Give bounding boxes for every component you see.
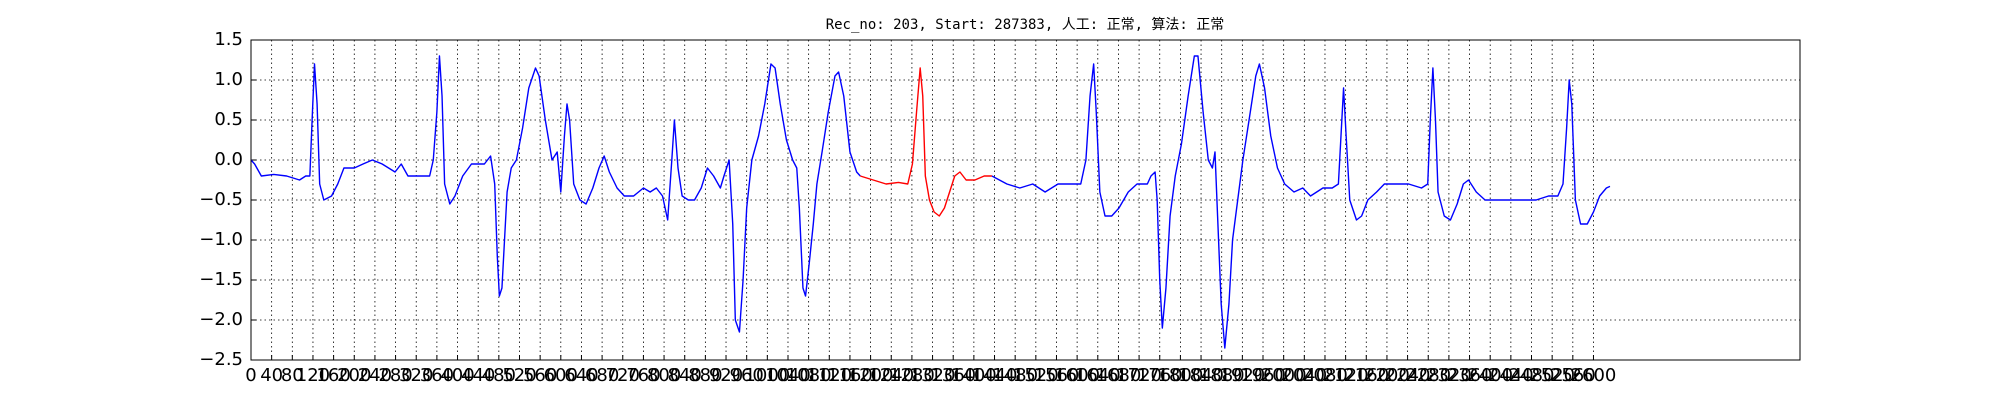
x-tick-label: 2480	[1509, 365, 1555, 386]
x-tick-label: 1440	[972, 365, 1018, 386]
y-tick-label: 1.0	[214, 69, 243, 90]
x-tick-label: 1320	[910, 365, 956, 386]
x-tick-label: 1840	[1178, 365, 1224, 386]
x-tick-label: 960	[730, 365, 764, 386]
x-tick-label: 1160	[827, 365, 873, 386]
x-tick-label: 1680	[1096, 365, 1142, 386]
plot-frame	[250, 39, 1801, 361]
x-tick-label: 2360	[1447, 365, 1493, 386]
x-tick-label: 40	[260, 365, 283, 386]
y-tick-label: −1.0	[199, 229, 243, 250]
x-tick-label: 1800	[1157, 365, 1203, 386]
x-tick-label: 840	[668, 365, 702, 386]
x-tick-label: 80	[281, 365, 304, 386]
x-tick-label: 2280	[1405, 365, 1451, 386]
x-tick-label: 2560	[1550, 365, 1596, 386]
signal-line	[991, 55, 1611, 349]
signal-line	[250, 55, 861, 333]
x-tick-label: 1600	[1054, 365, 1100, 386]
x-tick-label: 2080	[1302, 365, 1348, 386]
x-tick-label: 2240	[1385, 365, 1431, 386]
x-tick-label: 1240	[868, 365, 914, 386]
x-tick-label: 1480	[992, 365, 1038, 386]
x-tick-label: 200	[337, 365, 371, 386]
x-tick-label: 920	[709, 365, 743, 386]
x-tick-label: 560	[523, 365, 557, 386]
x-tick-label: 2600	[1571, 365, 1617, 386]
x-tick-label: 2400	[1467, 365, 1513, 386]
x-tick-label: 1560	[1034, 365, 1080, 386]
x-tick-label: 2160	[1343, 365, 1389, 386]
x-tick-label: 400	[440, 365, 474, 386]
x-tick-label: 320	[399, 365, 433, 386]
x-tick-label: 800	[647, 365, 681, 386]
x-tick-label: 440	[461, 365, 495, 386]
y-tick-label: −1.5	[199, 269, 243, 290]
x-tick-label: 680	[585, 365, 619, 386]
y-tick-label: 0.0	[214, 149, 243, 170]
signal-line	[860, 67, 992, 217]
x-tick-label: 1880	[1199, 365, 1245, 386]
x-tick-label: 640	[564, 365, 598, 386]
x-tick-label: 240	[358, 365, 392, 386]
x-tick-label: 1000	[744, 365, 790, 386]
y-tick-label: −2.5	[199, 349, 243, 370]
x-tick-label: 1640	[1075, 365, 1121, 386]
x-tick-label: 160	[316, 365, 350, 386]
x-tick-label: 2520	[1529, 365, 1575, 386]
x-tick-label: 2000	[1261, 365, 1307, 386]
x-tick-label: 520	[502, 365, 536, 386]
x-tick-label: 720	[606, 365, 640, 386]
x-tick-label: 2200	[1364, 365, 1410, 386]
x-tick-label: 480	[482, 365, 516, 386]
y-tick-label: 1.5	[214, 29, 243, 50]
x-tick-label: 1400	[951, 365, 997, 386]
x-tick-label: 2040	[1281, 365, 1327, 386]
x-tick-label: 2320	[1426, 365, 1472, 386]
x-tick-label: 1720	[1116, 365, 1162, 386]
x-tick-label: 880	[688, 365, 722, 386]
x-tick-label: 600	[544, 365, 578, 386]
chart-title: Rec_no: 203, Start: 287383, 人工: 正常, 算法: …	[826, 17, 1225, 33]
x-tick-label: 1080	[786, 365, 832, 386]
x-tick-label: 280	[378, 365, 412, 386]
x-tick-label: 1120	[806, 365, 852, 386]
x-tick-label: 1520	[1013, 365, 1059, 386]
x-tick-label: 2120	[1323, 365, 1369, 386]
x-tick-label: 1200	[848, 365, 894, 386]
x-tick-label: 1960	[1240, 365, 1286, 386]
x-tick-label: 1920	[1219, 365, 1265, 386]
y-tick-label: 0.5	[214, 109, 243, 130]
x-tick-label: 1760	[1137, 365, 1183, 386]
x-tick-label: 760	[626, 365, 660, 386]
x-tick-label: 1360	[930, 365, 976, 386]
y-tick-label: −0.5	[199, 189, 243, 210]
x-tick-label: 1280	[889, 365, 935, 386]
x-tick-label: 360	[420, 365, 454, 386]
y-tick-label: −2.0	[199, 309, 243, 330]
x-tick-label: 120	[296, 365, 330, 386]
x-tick-label: 1040	[765, 365, 811, 386]
x-tick-label: 2440	[1488, 365, 1534, 386]
x-tick-label: 0	[245, 365, 256, 386]
